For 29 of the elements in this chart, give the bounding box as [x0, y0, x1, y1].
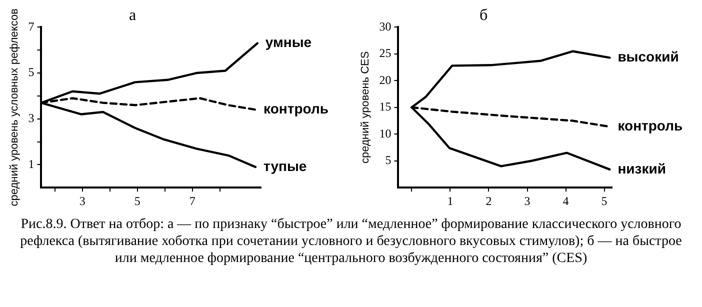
x-tick-label: 5 — [134, 194, 140, 208]
series-label: низкий — [618, 160, 666, 176]
series-label: контроль — [264, 100, 329, 117]
text: Рис.8.9. Ответ на отбор: а — по признаку “быстрое” или “медленное” формирование классического условного рефлекса (вытягивание хоботка при сочетании условного и безусловного вкусовых стимулов); б — на быстрое или медленное формирование “центрального возбужденного состояния” (CES) — [20, 216, 682, 267]
series-label: тупые — [264, 158, 307, 174]
series-label: умные — [265, 34, 312, 50]
x-tick-label: 4 — [562, 194, 569, 208]
chart-title: а — [128, 6, 136, 24]
y-tick-label: 15 — [379, 100, 392, 114]
x-tick-label: 2 — [486, 194, 492, 208]
x-tick-label: 7 — [189, 194, 196, 208]
series-label: контроль — [618, 118, 684, 134]
y-axis-title: средний уровень CES — [360, 51, 372, 164]
y-tick-label: 10 — [379, 126, 392, 140]
x-tick-label: 3 — [524, 194, 530, 208]
y-tick-label: 20 — [379, 72, 392, 87]
y-tick-label: 5 — [28, 65, 34, 80]
y-tick-label: 7 — [28, 19, 34, 34]
y-tick-label: 5 — [385, 153, 392, 168]
y-tick-label: 3 — [28, 111, 34, 126]
x-tick-label: 1 — [447, 194, 454, 208]
y-axis-title: средний уровень условных рефлексов — [8, 8, 21, 206]
x-tick-label: 5 — [601, 194, 608, 208]
y-tick-label: 25 — [379, 46, 392, 60]
y-tick-label: 30 — [379, 19, 392, 34]
chart-title: б — [479, 6, 488, 24]
series-label: высокий — [618, 48, 679, 65]
y-tick-label: 1 — [28, 156, 34, 171]
x-tick-label: 3 — [79, 194, 86, 208]
